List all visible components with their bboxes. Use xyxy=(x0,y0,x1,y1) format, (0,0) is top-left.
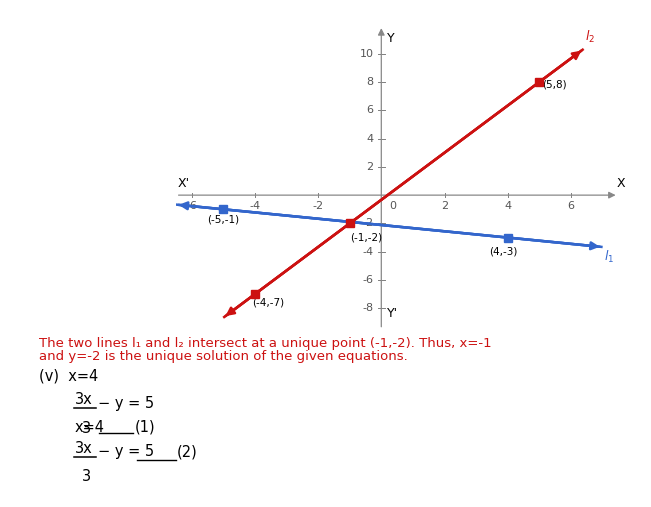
Text: -2: -2 xyxy=(362,219,374,229)
Text: 3: 3 xyxy=(82,469,91,485)
Text: − y = 5: − y = 5 xyxy=(98,395,154,411)
Text: 8: 8 xyxy=(367,77,374,87)
Text: − y = 5: − y = 5 xyxy=(98,444,154,459)
Text: -4: -4 xyxy=(249,201,260,211)
Text: (v)  x=4: (v) x=4 xyxy=(39,368,98,383)
Text: 6: 6 xyxy=(568,201,575,211)
Text: 4: 4 xyxy=(367,133,374,143)
Text: (2): (2) xyxy=(177,444,198,459)
Text: 6: 6 xyxy=(367,105,374,115)
Text: 4: 4 xyxy=(505,201,511,211)
Text: 3x: 3x xyxy=(75,392,92,407)
Text: (1): (1) xyxy=(135,420,156,435)
Text: -2: -2 xyxy=(312,201,324,211)
Text: (5,8): (5,8) xyxy=(542,80,567,90)
Text: -6: -6 xyxy=(186,201,197,211)
Text: -4: -4 xyxy=(362,247,374,257)
Text: 10: 10 xyxy=(359,49,374,59)
Text: 0: 0 xyxy=(389,201,396,211)
Text: $l_1$: $l_1$ xyxy=(604,249,615,265)
Text: 2: 2 xyxy=(441,201,448,211)
Text: 2: 2 xyxy=(367,162,374,172)
Text: (-5,-1): (-5,-1) xyxy=(208,214,240,224)
Text: $l_2$: $l_2$ xyxy=(585,28,595,45)
Text: -6: -6 xyxy=(363,275,374,285)
Text: (-1,-2): (-1,-2) xyxy=(350,232,381,242)
Text: The two lines l₁ and l₂ intersect at a unique point (-1,-2). Thus, x=-1: The two lines l₁ and l₂ intersect at a u… xyxy=(39,337,492,350)
Text: Y': Y' xyxy=(387,307,398,319)
Text: (4,-3): (4,-3) xyxy=(489,246,517,257)
Text: x=4: x=4 xyxy=(75,420,105,435)
Text: (-4,-7): (-4,-7) xyxy=(252,298,284,308)
Text: X: X xyxy=(617,177,626,190)
Text: and y=-2 is the unique solution of the given equations.: and y=-2 is the unique solution of the g… xyxy=(39,350,408,363)
Text: 3: 3 xyxy=(82,421,91,436)
Text: 3x: 3x xyxy=(75,441,92,456)
Text: X': X' xyxy=(177,177,189,190)
Text: -8: -8 xyxy=(362,303,374,313)
Text: Y: Y xyxy=(387,32,395,46)
